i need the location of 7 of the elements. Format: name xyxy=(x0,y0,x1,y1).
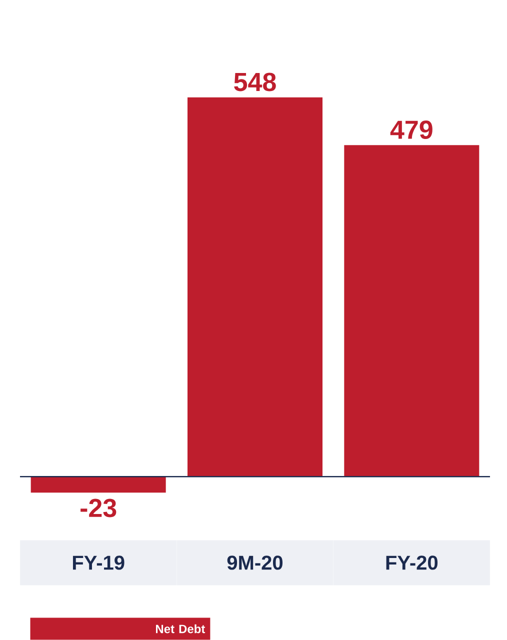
x-tick-label: 9M-20 xyxy=(227,556,283,570)
data-label: -23 xyxy=(80,498,116,518)
x-tick-label: FY-20 xyxy=(386,556,438,570)
x-tick-label: FY-19 xyxy=(72,556,124,570)
data-label: 479 xyxy=(390,120,432,139)
text: Net Debt xyxy=(156,624,206,634)
data-label: 548 xyxy=(234,72,276,92)
